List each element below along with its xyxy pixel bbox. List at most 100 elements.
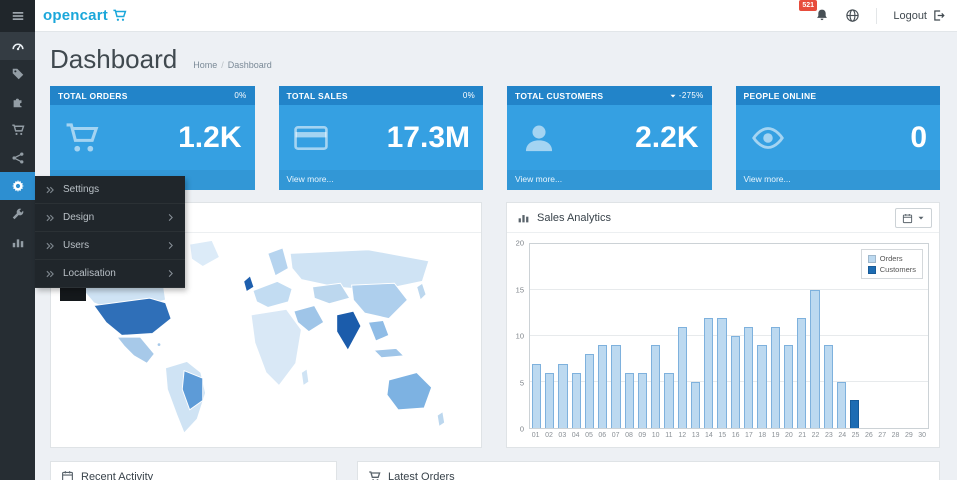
page-header: Dashboard Home / Dashboard <box>50 44 940 75</box>
orders-bar <box>558 363 568 428</box>
breadcrumb-current[interactable]: Dashboard <box>227 60 272 70</box>
sidebar-item-marketing[interactable] <box>0 144 35 172</box>
bottom-row: Recent Activity Latest Orders <box>50 461 940 480</box>
kpi-delta: 0% <box>234 91 246 100</box>
chart-slot <box>702 244 715 428</box>
sidebar-item-system[interactable] <box>0 172 35 200</box>
chart-slot <box>570 244 583 428</box>
kpi-header: TOTAL CUSTOMERS -275% <box>507 86 712 105</box>
sidebar <box>0 0 35 480</box>
legend-label: Orders <box>879 254 903 263</box>
orders-bar <box>823 345 833 428</box>
sidebar-item-reports[interactable] <box>0 228 35 256</box>
marketing-icon <box>11 151 25 165</box>
angles-right-icon <box>45 185 55 195</box>
x-axis-tick: 24 <box>838 432 847 439</box>
chart-slot <box>795 244 808 428</box>
x-axis-tick: 22 <box>811 432 820 439</box>
legend-item: Orders <box>867 253 916 264</box>
x-axis-tick: 26 <box>864 432 873 439</box>
orders-bar <box>544 372 555 428</box>
orders-bar <box>704 317 714 428</box>
orders-bar <box>598 345 608 428</box>
cart-big-icon <box>63 119 101 157</box>
sidebar-item-extensions[interactable] <box>0 88 35 116</box>
sidebar-item-tools[interactable] <box>0 200 35 228</box>
panel-title: Latest Orders <box>388 470 455 480</box>
extensions-icon <box>11 95 25 109</box>
kpi-body: 1.2K <box>50 105 255 170</box>
breadcrumb-home-link[interactable]: Home <box>193 60 218 70</box>
orders-bar <box>571 372 581 428</box>
chevron-right-icon <box>166 241 175 250</box>
logout-button[interactable]: Logout <box>893 9 945 22</box>
x-axis-tick: 08 <box>625 432 633 439</box>
x-axis-tick: 10 <box>651 432 660 439</box>
panel-title: Recent Activity <box>81 470 154 480</box>
x-axis-tick: 13 <box>691 432 700 439</box>
recent-activity-panel: Recent Activity <box>50 461 337 480</box>
opencart-logo[interactable]: opencart <box>43 7 127 24</box>
system-submenu: Settings Design Users Localisation <box>35 176 185 288</box>
chart-slot <box>583 244 596 428</box>
submenu-item-label: Localisation <box>63 268 116 279</box>
bell-icon <box>815 8 829 22</box>
calendar-icon <box>61 470 74 480</box>
chart-slot <box>610 244 623 428</box>
recent-activity-header: Recent Activity <box>51 462 336 480</box>
kpi-label: TOTAL SALES <box>286 90 348 101</box>
date-range-button[interactable] <box>895 208 932 228</box>
sidebar-item-dashboard[interactable] <box>0 32 35 60</box>
x-axis-tick: 16 <box>731 432 740 439</box>
view-more-link[interactable]: View more... <box>515 174 563 184</box>
chart-slot <box>822 244 835 428</box>
x-axis-tick: 17 <box>745 432 753 439</box>
chart-slot <box>756 244 769 428</box>
kpi-body: 2.2K <box>507 105 712 170</box>
view-more-link[interactable]: View more... <box>286 174 334 184</box>
kpi-delta-value: 0% <box>462 91 475 100</box>
x-axis-tick: 09 <box>638 432 647 439</box>
breadcrumb: Home / Dashboard <box>193 60 272 70</box>
view-more-link[interactable]: View more... <box>743 174 791 184</box>
chart-slot <box>530 244 543 428</box>
sidebar-item-catalog[interactable] <box>0 60 35 88</box>
x-axis: 01 02 03 04 05 06 07 08 09 10 11 12 13 14 15 16 17 18 19 20… <box>529 429 929 443</box>
logo-cart-icon <box>112 8 127 23</box>
angles-right-icon <box>45 213 55 223</box>
sidebar-item-sales[interactable] <box>0 116 35 144</box>
sales-icon <box>11 123 25 137</box>
catalog-icon <box>11 67 25 81</box>
alerts-button[interactable]: 521 <box>799 0 829 27</box>
x-axis-tick: 30 <box>918 432 927 439</box>
store-front-button[interactable] <box>845 8 860 23</box>
submenu-item-users[interactable]: Users <box>35 232 185 260</box>
submenu-item-settings[interactable]: Settings <box>35 176 185 204</box>
latest-orders-header: Latest Orders <box>358 462 939 480</box>
kpi-footer: View more... <box>507 170 712 190</box>
sales-panel-header: Sales Analytics <box>507 203 939 233</box>
sidebar-nav <box>0 32 35 256</box>
user-icon <box>520 119 558 157</box>
x-axis-tick: 19 <box>771 432 780 439</box>
panel-title: Sales Analytics <box>537 211 611 224</box>
alerts-badge: 521 <box>799 0 818 11</box>
chart-slot <box>742 244 755 428</box>
orders-bar <box>770 326 780 428</box>
y-axis-tick: 0 <box>519 424 524 434</box>
submenu-item-design[interactable]: Design <box>35 204 185 232</box>
y-axis-tick: 20 <box>515 238 524 248</box>
tools-icon <box>11 207 25 221</box>
kpi-label: PEOPLE ONLINE <box>743 90 817 101</box>
top-bar: opencart 521 Logout <box>35 0 957 32</box>
y-axis: 0 5 10 15 20 <box>511 239 529 434</box>
x-axis-tick: 04 <box>571 432 580 439</box>
submenu-item-localisation[interactable]: Localisation <box>35 260 185 288</box>
orders-bar <box>757 345 767 428</box>
kpi-tile: PEOPLE ONLINE 0 View more... <box>735 86 940 190</box>
sidebar-toggle-button[interactable] <box>0 0 35 32</box>
orders-bar <box>730 336 740 428</box>
x-axis-tick: 07 <box>611 432 620 439</box>
dashboard-icon <box>11 39 25 53</box>
chart-slot <box>716 244 729 428</box>
